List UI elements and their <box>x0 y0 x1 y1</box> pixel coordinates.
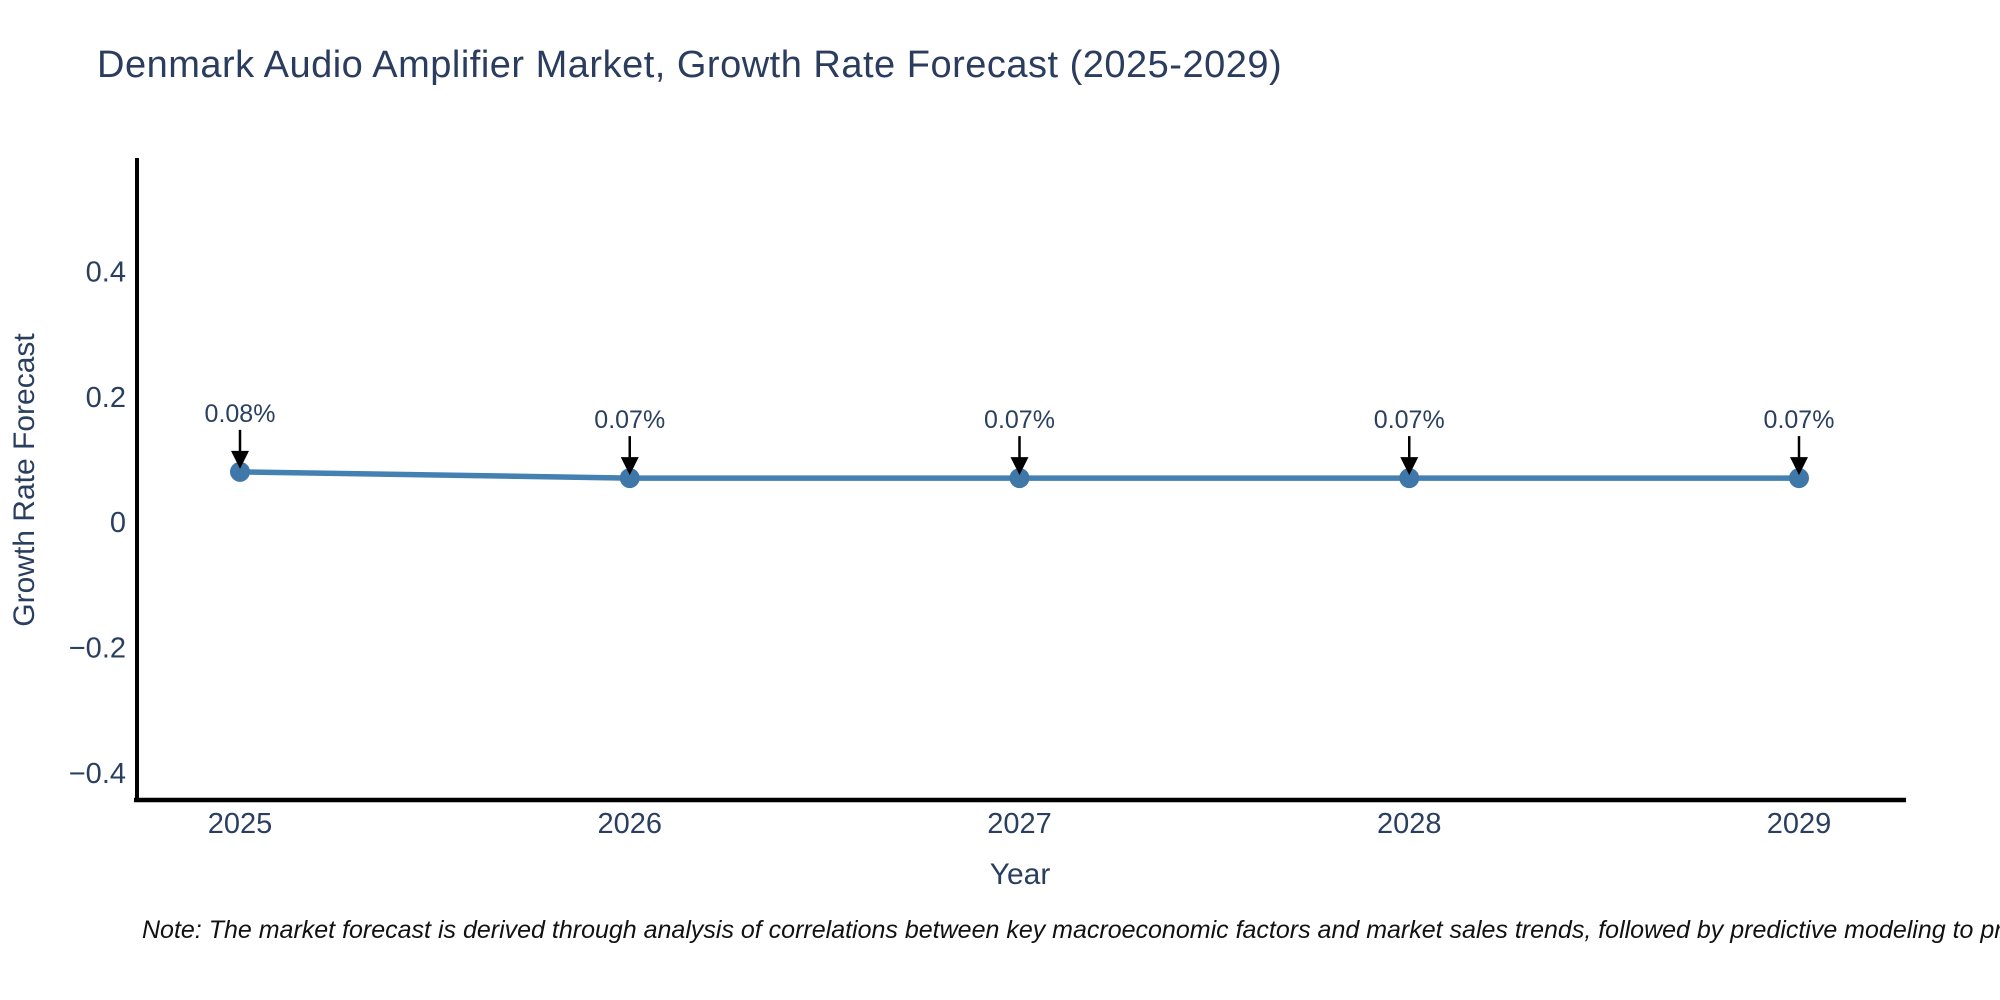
data-point-marker <box>1399 468 1420 489</box>
data-point-marker <box>619 468 640 489</box>
chart-title: Denmark Audio Amplifier Market, Growth R… <box>97 44 1283 86</box>
annotation-arrow-head <box>1010 457 1029 476</box>
y-tick-label: 0.4 <box>86 256 126 288</box>
x-tick-label: 2027 <box>987 808 1052 840</box>
data-point-label: 0.08% <box>205 400 276 428</box>
x-tick-label: 2029 <box>1767 808 1832 840</box>
data-point-label: 0.07% <box>984 406 1055 434</box>
data-point-marker <box>1009 468 1030 489</box>
data-point-marker <box>1789 468 1809 489</box>
y-tick-label: 0 <box>110 507 126 539</box>
data-point-marker <box>230 461 250 482</box>
annotation-arrow-head <box>1400 457 1419 476</box>
annotation-arrow-head <box>620 457 639 476</box>
footnote: Note: The market forecast is derived thr… <box>142 916 2000 944</box>
data-point-label: 0.07% <box>594 406 665 434</box>
x-tick-label: 2025 <box>208 808 273 840</box>
data-point-label: 0.07% <box>1764 406 1835 434</box>
y-tick-label: −0.2 <box>69 633 126 665</box>
y-axis-title: Growth Rate Forecast <box>8 333 41 627</box>
x-tick-label: 2028 <box>1377 808 1442 840</box>
annotation-arrow-head <box>1790 457 1808 476</box>
x-tick-label: 2026 <box>597 808 662 840</box>
y-tick-label: −0.4 <box>69 758 126 790</box>
y-tick-label: 0.2 <box>86 382 126 414</box>
data-point-label: 0.07% <box>1374 406 1445 434</box>
x-axis-title: Year <box>990 858 1051 891</box>
annotation-arrow-head <box>231 450 249 469</box>
